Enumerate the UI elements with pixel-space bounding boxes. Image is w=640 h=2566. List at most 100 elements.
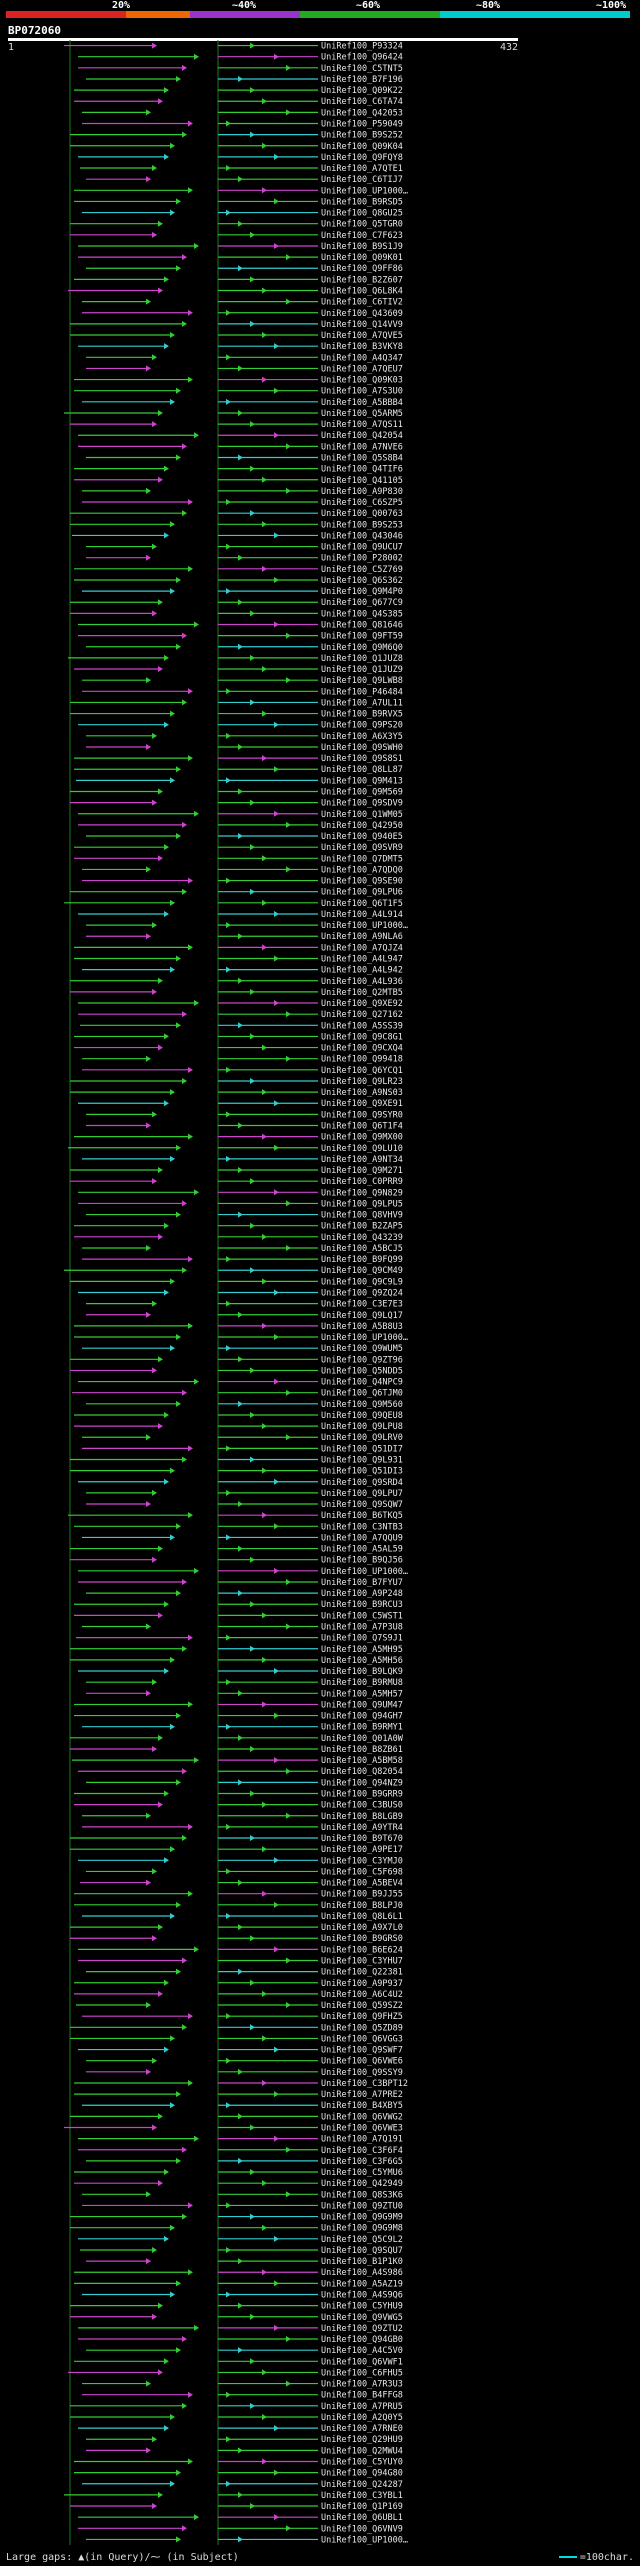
hit-row[interactable]: UniRef100_B8ZB61 (70, 1745, 403, 1755)
hit-label[interactable]: UniRef100_Q6VWG2 (321, 2112, 403, 2122)
hit-row[interactable]: UniRef100_A9PE17 (70, 1845, 403, 1855)
hit-row[interactable]: UniRef100_Q5S8B4 (86, 454, 403, 464)
hit-row[interactable]: UniRef100_A7P3U8 (82, 1623, 403, 1633)
hit-label[interactable]: UniRef100_Q7S9J1 (321, 1634, 403, 1644)
hit-row[interactable]: UniRef100_Q82054 (78, 1767, 403, 1777)
hit-row[interactable]: UniRef100_Q9UCU7 (86, 543, 403, 553)
hit-label[interactable]: UniRef100_Q6VNV9 (321, 2524, 403, 2534)
hit-label[interactable]: UniRef100_Q9L931 (321, 1456, 403, 1466)
hit-label[interactable]: UniRef100_C0PRR9 (321, 1177, 403, 1187)
hit-label[interactable]: UniRef100_A7S3U0 (321, 387, 403, 397)
hit-row[interactable]: UniRef100_B9RMU8 (86, 1678, 403, 1688)
hit-row[interactable]: UniRef100_Q2MWU4 (86, 2446, 403, 2456)
hit-row[interactable]: UniRef100_Q09K03 (74, 376, 403, 386)
hit-row[interactable]: UniRef100_Q94G80 (74, 2469, 403, 2479)
hit-label[interactable]: UniRef100_Q9SVR9 (321, 843, 403, 853)
hit-label[interactable]: UniRef100_A9NT34 (321, 1155, 403, 1165)
hit-row[interactable]: UniRef100_C3YMJ0 (78, 1856, 403, 1866)
hit-row[interactable]: UniRef100_C3YHU7 (78, 1957, 403, 1967)
hit-row[interactable]: UniRef100_A4C5V0 (86, 2346, 403, 2356)
hit-label[interactable]: UniRef100_Q09K22 (321, 86, 403, 96)
hit-label[interactable]: UniRef100_A5AL59 (321, 1545, 403, 1555)
hit-row[interactable]: UniRef100_A9YTR4 (82, 1823, 403, 1833)
hit-row[interactable]: UniRef100_Q42949 (74, 2179, 403, 2189)
hit-row[interactable]: UniRef100_Q9FT59 (78, 632, 403, 642)
hit-label[interactable]: UniRef100_C3YBL1 (321, 2491, 403, 2501)
hit-row[interactable]: UniRef100_B9RSD5 (74, 197, 403, 207)
hit-row[interactable]: UniRef100_A9P830 (82, 487, 403, 497)
hit-row[interactable]: UniRef100_Q6YCQ1 (82, 1066, 403, 1076)
hit-row[interactable]: UniRef100_Q81646 (78, 621, 403, 631)
hit-row[interactable]: UniRef100_UP1000… (86, 2535, 408, 2545)
hit-row[interactable]: UniRef100_B4XBY5 (82, 2101, 403, 2111)
hit-row[interactable]: UniRef100_Q9SVR9 (74, 843, 403, 853)
hit-label[interactable]: UniRef100_Q9SYR0 (321, 1110, 403, 1120)
hit-row[interactable]: UniRef100_Q14VV9 (70, 320, 403, 330)
hit-row[interactable]: UniRef100_A4L942 (82, 966, 403, 976)
hit-label[interactable]: UniRef100_A5MH56 (321, 1656, 403, 1666)
hit-label[interactable]: UniRef100_C3F6F4 (321, 2146, 403, 2156)
hit-label[interactable]: UniRef100_C3BUS0 (321, 1801, 403, 1811)
hit-label[interactable]: UniRef100_UP1000… (321, 1333, 408, 1343)
hit-row[interactable]: UniRef100_Q6VWE6 (86, 2057, 403, 2067)
hit-row[interactable]: UniRef100_B9T670 (70, 1834, 403, 1844)
hit-label[interactable]: UniRef100_A9PE17 (321, 1845, 403, 1855)
hit-row[interactable]: UniRef100_Q9XE92 (78, 999, 403, 1009)
hit-row[interactable]: UniRef100_A2Q0Y5 (70, 2413, 403, 2423)
hit-label[interactable]: UniRef100_B8LGB9 (321, 1812, 403, 1822)
hit-row[interactable]: UniRef100_P46484 (82, 687, 403, 697)
hit-row[interactable]: UniRef100_A7QVE5 (70, 331, 403, 341)
hit-label[interactable]: UniRef100_A4L936 (321, 977, 403, 987)
hit-row[interactable]: UniRef100_Q96424 (78, 53, 403, 63)
hit-label[interactable]: UniRef100_C3E7E3 (321, 1300, 403, 1310)
hit-row[interactable]: UniRef100_B8LGB9 (82, 1812, 403, 1822)
hit-row[interactable]: UniRef100_A7QEU7 (86, 364, 403, 374)
hit-row[interactable]: UniRef100_Q27162 (78, 1010, 403, 1020)
hit-row[interactable]: UniRef100_A4L914 (78, 910, 403, 920)
hit-label[interactable]: UniRef100_B3VKY8 (321, 342, 403, 352)
hit-label[interactable]: UniRef100_Q59SZ2 (321, 2001, 403, 2011)
hit-row[interactable]: UniRef100_Q4NPC9 (78, 1378, 403, 1388)
hit-label[interactable]: UniRef100_Q9WUM5 (321, 1344, 403, 1354)
hit-label[interactable]: UniRef100_P28002 (321, 554, 403, 564)
hit-row[interactable]: UniRef100_Q9WUM5 (82, 1344, 403, 1354)
hit-label[interactable]: UniRef100_Q9QEU8 (321, 1411, 403, 1421)
hit-label[interactable]: UniRef100_A7QVE5 (321, 331, 403, 341)
hit-row[interactable]: UniRef100_C6FHU5 (68, 2368, 403, 2378)
hit-row[interactable]: UniRef100_Q9FQY8 (78, 153, 403, 163)
hit-label[interactable]: UniRef100_Q6VGG3 (321, 2034, 403, 2044)
hit-row[interactable]: UniRef100_Q9C9L9 (70, 1277, 403, 1287)
hit-label[interactable]: UniRef100_B4FFG8 (321, 2391, 403, 2401)
hit-row[interactable]: UniRef100_Q9FHZ5 (82, 2012, 403, 2022)
hit-label[interactable]: UniRef100_Q940E5 (321, 832, 403, 842)
hit-label[interactable]: UniRef100_Q9S8S1 (321, 754, 403, 764)
hit-row[interactable]: UniRef100_Q9LPU8 (74, 1422, 403, 1432)
hit-row[interactable]: UniRef100_Q29HU9 (86, 2435, 403, 2445)
hit-row[interactable]: UniRef100_Q9CM49 (64, 1266, 403, 1276)
hit-row[interactable]: UniRef100_A7QDQ0 (82, 865, 403, 875)
hit-label[interactable]: UniRef100_Q43239 (321, 1233, 403, 1243)
hit-row[interactable]: UniRef100_Q5C9L2 (78, 2235, 403, 2245)
hit-label[interactable]: UniRef100_A7RNE0 (321, 2424, 403, 2434)
hit-label[interactable]: UniRef100_A4S9Q6 (321, 2291, 403, 2301)
hit-label[interactable]: UniRef100_A7PRU5 (321, 2402, 403, 2412)
hit-row[interactable]: UniRef100_C5YMU6 (74, 2168, 403, 2178)
hit-row[interactable]: UniRef100_Q51DI7 (82, 1444, 403, 1454)
hit-label[interactable]: UniRef100_Q9LPU8 (321, 1422, 403, 1432)
hit-label[interactable]: UniRef100_A5AZ19 (321, 2279, 403, 2289)
hit-row[interactable]: UniRef100_Q677C9 (70, 598, 403, 608)
hit-row[interactable]: UniRef100_C5Z769 (74, 565, 403, 575)
hit-row[interactable]: UniRef100_B3VKY8 (78, 342, 403, 352)
hit-label[interactable]: UniRef100_Q42950 (321, 821, 403, 831)
hit-label[interactable]: UniRef100_B9QJ56 (321, 1556, 403, 1566)
hit-label[interactable]: UniRef100_C5F698 (321, 1867, 403, 1877)
hit-row[interactable]: UniRef100_Q9XE91 (78, 1099, 403, 1109)
hit-row[interactable]: UniRef100_A9P248 (86, 1589, 403, 1599)
hit-row[interactable]: UniRef100_Q9SDV9 (70, 799, 403, 809)
hit-label[interactable]: UniRef100_Q9ZTU2 (321, 2324, 403, 2334)
hit-row[interactable]: UniRef100_Q5NDD5 (70, 1366, 403, 1376)
hit-row[interactable]: UniRef100_Q6VWF1 (74, 2357, 403, 2367)
hit-label[interactable]: UniRef100_Q9PS20 (321, 721, 403, 731)
hit-label[interactable]: UniRef100_Q677C9 (321, 598, 403, 608)
hit-label[interactable]: UniRef100_B7F196 (321, 75, 403, 85)
